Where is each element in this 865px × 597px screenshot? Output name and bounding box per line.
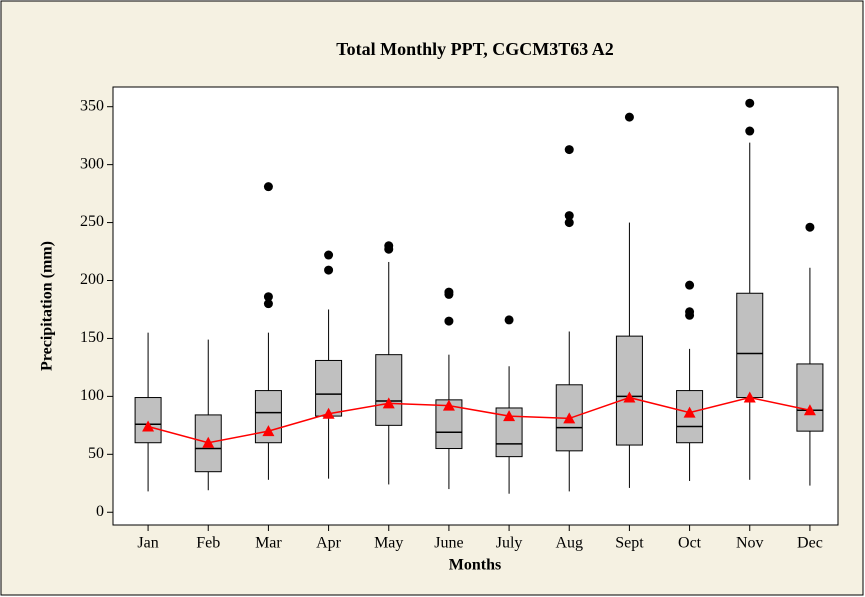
x-tick-label: Dec [797,535,823,552]
mean-marker [202,436,215,448]
outlier [805,222,815,232]
outlier [324,265,334,275]
x-tick-label: July [496,535,523,552]
mean-marker [262,425,275,437]
x-tick-label: Nov [736,535,764,552]
box [796,363,824,432]
box [615,335,643,446]
mean-marker [803,404,816,416]
box [375,354,403,426]
box [315,359,343,417]
outlier [263,292,273,302]
mean-marker [683,406,696,418]
y-tick-label: 300 [80,155,104,172]
outlier [504,315,514,325]
outlier [685,310,695,320]
plot-area [112,86,839,526]
box [736,292,764,399]
x-tick-label: May [374,535,403,552]
mean-marker [442,399,455,411]
outlier [444,316,454,326]
mean-marker [322,407,335,419]
mean-marker [563,412,576,424]
outlier [564,218,574,228]
box [676,390,704,444]
y-tick-label: 0 [96,503,104,520]
y-tick-label: 50 [88,445,104,462]
x-tick-label: Aug [555,535,583,552]
x-tick-label: Sept [615,535,644,552]
y-tick-label: 350 [80,97,104,114]
mean-marker [503,410,516,422]
x-axis-label: Months [449,557,501,574]
outlier [444,289,454,299]
mean-marker [623,391,636,403]
y-tick-label: 150 [80,329,104,346]
outlier [745,126,755,136]
y-axis-label: Precipitation (mm) [39,241,56,371]
outlier [324,250,334,260]
x-tick-label: Oct [678,535,702,552]
chart-title: Total Monthly PPT, CGCM3T63 A2 [336,39,614,59]
box [134,397,162,444]
x-tick-label: Apr [316,535,342,552]
x-tick-label: Jan [137,535,158,552]
x-tick-label: Feb [196,535,220,552]
y-tick-label: 100 [80,387,104,404]
y-tick-label: 250 [80,213,104,230]
mean-marker [142,420,155,432]
mean-line [147,396,811,444]
outlier [263,182,273,192]
outlier [263,299,273,309]
outlier [745,98,755,108]
x-tick-label: Mar [255,535,282,552]
y-tick-label: 200 [80,271,104,288]
outlier [685,280,695,290]
outlier [564,211,574,221]
mean-marker [382,397,395,409]
x-tick-label: June [434,535,463,552]
outlier [624,112,634,122]
outlier [564,145,574,155]
mean-marker [743,391,756,403]
outlier [384,244,394,254]
